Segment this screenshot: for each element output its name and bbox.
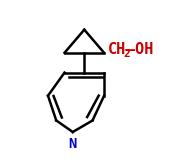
Text: N: N [69, 137, 77, 151]
Text: CH: CH [107, 42, 126, 57]
Text: —OH: —OH [126, 42, 154, 57]
Text: 2: 2 [123, 49, 130, 59]
